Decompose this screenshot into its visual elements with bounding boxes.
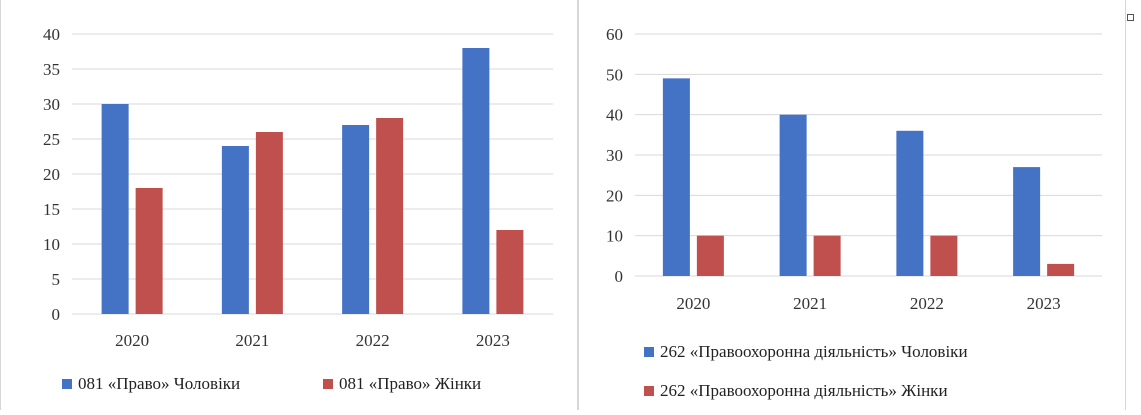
bar-men	[221, 146, 249, 314]
bar-women	[376, 118, 404, 314]
legend-swatch-men	[62, 379, 72, 389]
x-tick-label: 2023	[476, 331, 510, 350]
x-tick-label: 2022	[356, 331, 390, 350]
y-tick-label: 10	[43, 235, 60, 254]
legend-swatch-women	[323, 379, 333, 389]
corner-marker-icon	[1127, 14, 1134, 21]
bar-men	[1013, 167, 1041, 276]
y-tick-label: 25	[43, 130, 60, 149]
panel-border	[578, 0, 579, 410]
panel-border	[0, 0, 1, 410]
chart-panel-left: 0 5 10 15 20 25 30 35 40 2020 2021 2022 2023 081 «Пр…	[0, 0, 578, 410]
bar-men	[779, 114, 807, 277]
legend-label: 081 «Право» Жінки	[339, 374, 482, 393]
y-tick-label: 20	[43, 165, 60, 184]
y-tick-label: 15	[43, 200, 60, 219]
y-tick-label: 5	[52, 270, 61, 289]
legend-item-enforcement-men: 262 «Правоохоронна діяльність» Чоловіки	[644, 342, 968, 362]
bar-men	[462, 48, 490, 314]
bar-women	[496, 230, 524, 314]
legend-item-enforcement-women: 262 «Правоохоронна діяльність» Жінки	[644, 381, 948, 401]
y-tick-label: 20	[606, 186, 623, 205]
legend-label: 262 «Правоохоронна діяльність» Чоловіки	[660, 342, 968, 361]
x-tick-label: 2020	[115, 331, 149, 350]
legend-swatch-men	[644, 347, 654, 357]
y-tick-label: 30	[43, 95, 60, 114]
y-tick-label: 30	[606, 146, 623, 165]
x-tick-label: 2020	[676, 294, 710, 313]
bar-women	[930, 235, 958, 276]
x-tick-label: 2021	[793, 294, 827, 313]
bar-chart-law: 0 5 10 15 20 25 30 35 40 2020 2021 2022 2023	[43, 25, 553, 350]
y-tick-label: 35	[43, 60, 60, 79]
y-tick-label: 60	[606, 25, 623, 44]
legend-label: 262 «Правоохоронна діяльність» Жінки	[660, 381, 948, 400]
bar-men	[342, 125, 370, 314]
legend-label: 081 «Право» Чоловіки	[78, 374, 241, 393]
bar-women	[135, 188, 163, 314]
y-tick-label: 0	[52, 305, 61, 324]
chart-panel-right: 0 10 20 30 40 50 60 2020 2021 2022 2023 262 «Право…	[578, 0, 1126, 410]
x-tick-label: 2022	[910, 294, 944, 313]
bar-chart-law-enforcement: 0 10 20 30 40 50 60 2020 2021 2022 2023	[606, 25, 1102, 313]
bar-women	[255, 132, 283, 314]
legend-item-law-men: 081 «Право» Чоловіки	[62, 374, 240, 394]
y-tick-label: 10	[606, 227, 623, 246]
x-tick-label: 2023	[1027, 294, 1061, 313]
panel-border	[1125, 0, 1126, 410]
legend-swatch-women	[644, 386, 654, 396]
x-tick-label: 2021	[235, 331, 269, 350]
bar-men	[662, 78, 690, 276]
bar-men	[896, 130, 924, 276]
legend-item-law-women: 081 «Право» Жінки	[323, 374, 481, 394]
panel-border	[577, 0, 578, 410]
bar-women	[813, 235, 841, 276]
y-tick-label: 40	[606, 106, 623, 125]
y-tick-label: 0	[615, 267, 624, 286]
y-tick-label: 50	[606, 65, 623, 84]
y-tick-label: 40	[43, 25, 60, 44]
bar-women	[1047, 263, 1075, 276]
bar-women	[696, 235, 724, 276]
bar-men	[101, 104, 129, 314]
